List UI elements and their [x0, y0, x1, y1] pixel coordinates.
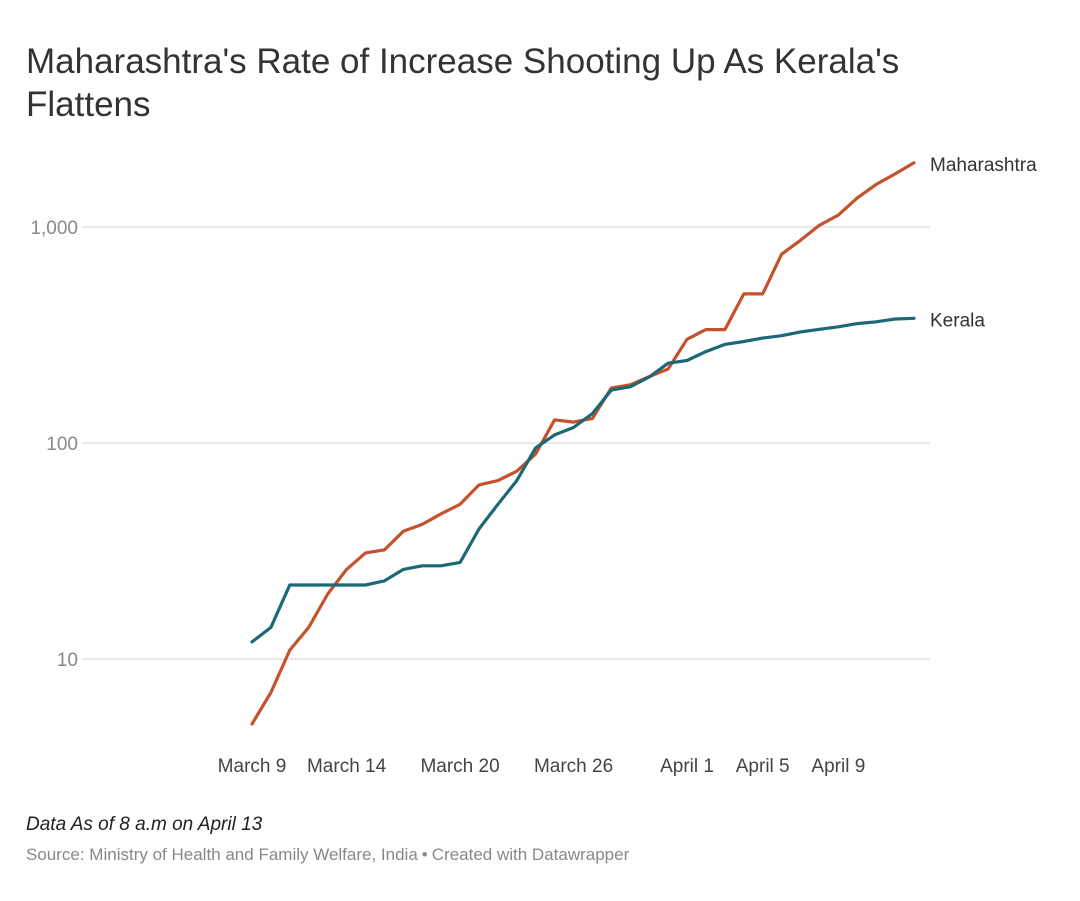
series-line-kerala — [250, 316, 916, 644]
series-labels: Maharashtra Kerala — [930, 155, 1037, 331]
x-tick-label: April 1 — [660, 756, 714, 777]
series-lines — [250, 161, 916, 726]
source-text: Source: Ministry of Health and Family We… — [26, 845, 418, 864]
y-axis-ticks: 10 100 1,000 — [30, 218, 78, 671]
y-tick-label: 10 — [57, 650, 78, 671]
x-tick-label: March 26 — [534, 756, 613, 777]
y-tick-label: 100 — [46, 434, 78, 455]
x-tick-label: April 9 — [811, 756, 865, 777]
source-line: Source: Ministry of Health and Family We… — [26, 845, 629, 865]
datawrapper-credit: Created with Datawrapper — [431, 845, 630, 864]
x-tick-label: March 9 — [218, 756, 287, 777]
x-axis-ticks: March 9 March 14 March 20 March 26 April 1 Ap… — [218, 756, 866, 777]
x-tick-label: April 5 — [736, 756, 790, 777]
y-tick-label: 1,000 — [30, 218, 78, 239]
series-label-kerala: Kerala — [930, 310, 985, 331]
gridlines — [82, 226, 930, 660]
series-label-maharashtra: Maharashtra — [930, 155, 1037, 176]
data-footnote: Data As of 8 a.m on April 13 — [26, 814, 263, 835]
x-tick-label: March 14 — [307, 756, 387, 777]
source-separator: • — [421, 845, 428, 864]
chart-title: Maharashtra's Rate of Increase Shooting … — [26, 42, 900, 124]
x-tick-label: March 20 — [420, 756, 499, 777]
